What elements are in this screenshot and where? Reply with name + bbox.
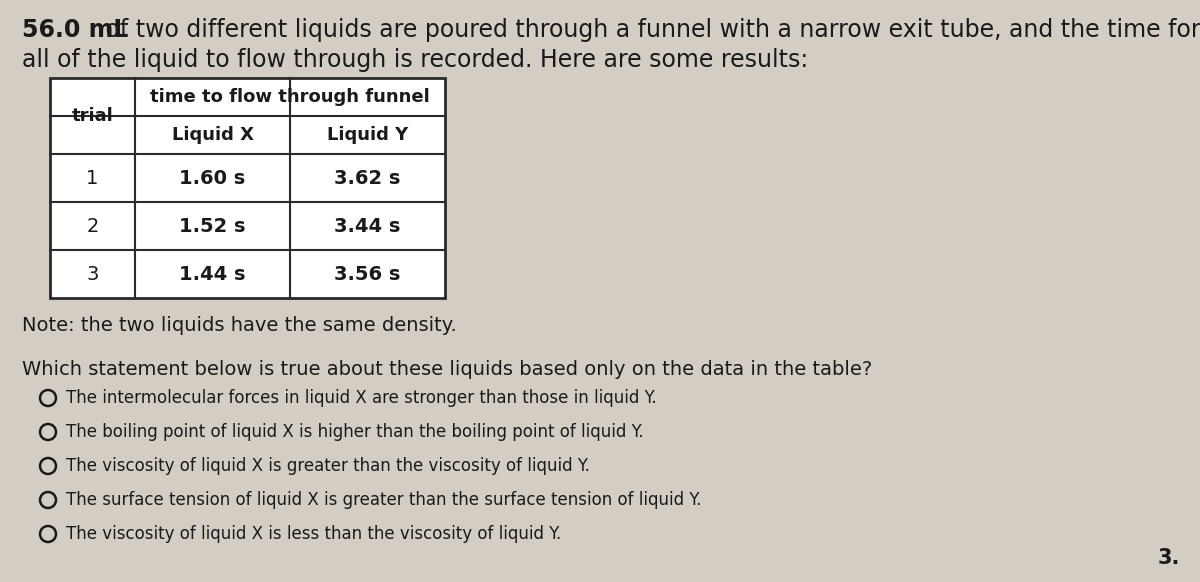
Text: Liquid Y: Liquid Y	[326, 126, 408, 144]
Text: The boiling point of liquid X is higher than the boiling point of liquid Y.: The boiling point of liquid X is higher …	[66, 423, 643, 441]
Text: The viscosity of liquid X is greater than the viscosity of liquid Y.: The viscosity of liquid X is greater tha…	[66, 457, 590, 475]
Text: The surface tension of liquid X is greater than the surface tension of liquid Y.: The surface tension of liquid X is great…	[66, 491, 701, 509]
Bar	[50, 78, 445, 298]
Text: 3.62 s: 3.62 s	[335, 169, 401, 187]
Text: 3.: 3.	[1158, 548, 1181, 568]
Text: all of the liquid to flow through is recorded. Here are some results:: all of the liquid to flow through is rec…	[22, 48, 809, 72]
Text: The viscosity of liquid X is less than the viscosity of liquid Y.: The viscosity of liquid X is less than t…	[66, 525, 562, 543]
Text: Note: the two liquids have the same density.: Note: the two liquids have the same dens…	[22, 316, 457, 335]
Text: Which statement below is true about these liquids based only on the data in the : Which statement below is true about thes…	[22, 360, 872, 379]
Text: 1: 1	[86, 169, 98, 187]
Text: trial: trial	[72, 107, 113, 125]
Bar	[50, 78, 445, 298]
Text: 1.44 s: 1.44 s	[179, 264, 246, 283]
Text: time to flow through funnel: time to flow through funnel	[150, 88, 430, 106]
Text: 2: 2	[86, 217, 98, 236]
Text: The intermolecular forces in liquid X are stronger than those in liquid Y.: The intermolecular forces in liquid X ar…	[66, 389, 656, 407]
Text: 1.52 s: 1.52 s	[179, 217, 246, 236]
Text: of two different liquids are poured through a funnel with a narrow exit tube, an: of two different liquids are poured thro…	[98, 18, 1200, 42]
Text: 1.60 s: 1.60 s	[179, 169, 246, 187]
Text: Liquid X: Liquid X	[172, 126, 253, 144]
Text: 3: 3	[86, 264, 98, 283]
Text: 3.44 s: 3.44 s	[335, 217, 401, 236]
Text: 3.56 s: 3.56 s	[335, 264, 401, 283]
Text: 56.0 mL: 56.0 mL	[22, 18, 128, 42]
